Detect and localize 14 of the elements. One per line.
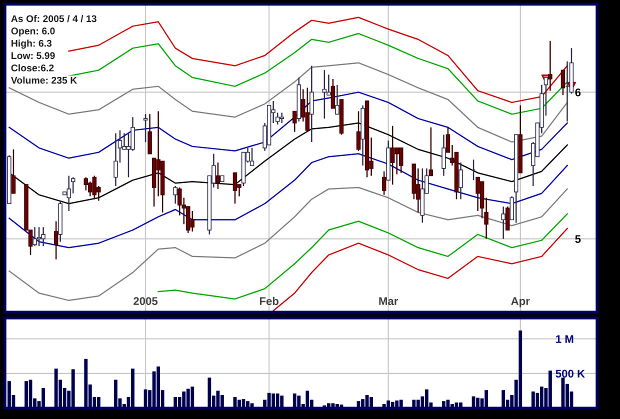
- annotation: High: 6.3: [12, 40, 52, 49]
- x-tick-label: Feb: [260, 296, 278, 306]
- y-tick-label: 1 M: [556, 335, 574, 343]
- x-tick-label: Apr: [511, 297, 530, 308]
- annotation: Volume: 235 K: [10, 76, 78, 84]
- y-tick-label: 6: [575, 88, 581, 96]
- annotation: Open: 6.0: [11, 28, 55, 36]
- annotation: Close:6.2: [11, 64, 54, 72]
- y-tick-label: 5: [575, 235, 581, 243]
- x-tick-label: Mar: [379, 297, 398, 306]
- annotation: Low: 5.99: [12, 52, 55, 60]
- annotation: As Of: 2005 / 4 / 13: [11, 14, 96, 22]
- x-tick-label: 2005: [134, 297, 158, 306]
- y-tick-label: 500 K: [556, 370, 585, 378]
